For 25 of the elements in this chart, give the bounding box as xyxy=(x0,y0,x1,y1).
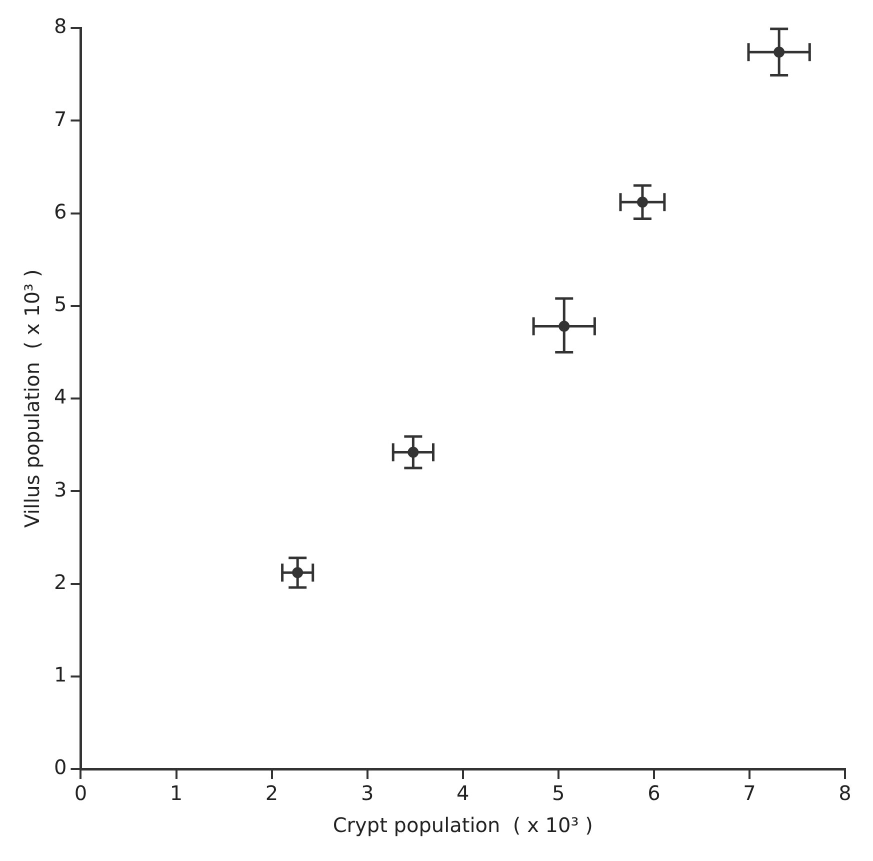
point xyxy=(292,567,304,578)
y-tick-label: 7 xyxy=(54,106,67,131)
point xyxy=(558,320,570,332)
x-tick-label: 5 xyxy=(552,781,565,806)
y-axis-title: Villus population ( x 10³ ) xyxy=(20,269,44,528)
x-tick-label: 3 xyxy=(360,781,374,806)
x-axis-title: Crypt population ( x 10³ ) xyxy=(332,813,593,838)
point xyxy=(408,446,419,458)
point xyxy=(774,46,785,58)
y-tick-label: 3 xyxy=(54,477,67,502)
x-tick-label: 0 xyxy=(74,781,88,806)
y-tick-label: 4 xyxy=(54,384,67,409)
x-tick-label: 4 xyxy=(456,781,470,806)
x-tick-label: 6 xyxy=(648,781,660,806)
y-tick-label: 6 xyxy=(54,199,67,224)
point xyxy=(636,196,648,208)
y-tick-label: 0 xyxy=(54,755,67,780)
x-tick-label: 8 xyxy=(838,781,852,806)
x-tick-label: 1 xyxy=(170,781,183,806)
y-tick-label: 8 xyxy=(54,14,67,38)
y-tick-label: 2 xyxy=(54,570,67,594)
y-tick-label: 5 xyxy=(54,292,67,316)
y-tick-label: 1 xyxy=(54,662,67,687)
x-tick-label: 7 xyxy=(743,781,756,806)
x-tick-label: 2 xyxy=(265,781,278,806)
